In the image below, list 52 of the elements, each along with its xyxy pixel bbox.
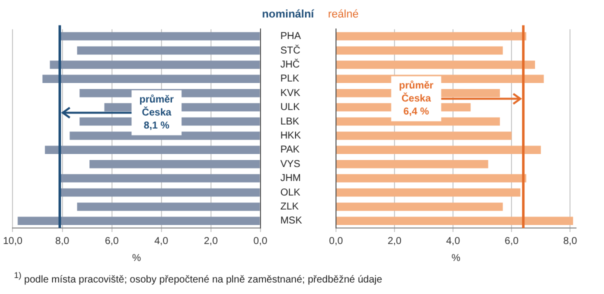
x-tick-label: 4,0 [154, 236, 169, 247]
y-tick-label: KVK [280, 88, 301, 99]
x-tick-label: 8,0 [55, 236, 70, 247]
bar [50, 60, 260, 69]
y-tick-label: PAK [280, 144, 300, 156]
bar [336, 32, 526, 40]
bar [336, 60, 536, 69]
bar [44, 146, 260, 154]
bar [89, 160, 260, 168]
x-tick-label: 6,0 [104, 236, 120, 247]
x-tick-label: 2,0 [388, 236, 402, 247]
bar [60, 174, 260, 182]
bar [336, 146, 541, 154]
y-tick-label: MSK [280, 216, 302, 227]
bar [336, 132, 512, 140]
y-tick-label: PLK [280, 74, 300, 85]
y-tick-label: OLK [280, 187, 301, 198]
bar [336, 46, 503, 55]
x-tick-label: 8,0 [563, 236, 578, 247]
x-axis-title: % [132, 252, 142, 264]
bar [336, 202, 503, 211]
bar [77, 202, 260, 211]
bar [60, 32, 260, 40]
x-tick-label: 0,0 [329, 236, 344, 247]
bar [77, 46, 260, 55]
y-tick-label: PHA [280, 31, 302, 42]
bar [60, 188, 260, 197]
x-tick-label: 6,0 [504, 236, 519, 247]
chart-title: reálné [328, 8, 359, 21]
ref-line-label: průměr Česka 8,1 % [139, 93, 174, 132]
y-tick-label: STČ [280, 44, 300, 56]
y-tick-label: JHČ [280, 58, 300, 70]
y-tick-label: ZLK [280, 201, 299, 212]
y-tick-label: LBK [280, 116, 300, 128]
y-tick-label: HKK [280, 130, 302, 142]
text: $^{1)}$ podle místa pracoviště; osoby přepočtené na plně zaměstnané; předběžné údaje [14, 270, 382, 286]
bar [42, 74, 260, 84]
x-tick-label: 4,0 [446, 236, 460, 247]
y-tick-label: JHM [280, 173, 301, 184]
bar [336, 160, 488, 168]
x-axis-title: % [452, 252, 461, 264]
bar [18, 216, 260, 226]
text: nominální [262, 8, 315, 21]
x-tick-label: 10,0 [2, 236, 23, 247]
y-tick-label: VYS [280, 158, 301, 170]
bar [336, 174, 526, 182]
ref-line-label: průměr Česka 6,4 % [398, 80, 434, 118]
bar [336, 188, 520, 197]
y-tick-label: ULK [280, 102, 300, 114]
x-tick-label: 0,0 [253, 236, 268, 247]
x-tick-label: 2,0 [204, 236, 218, 247]
bar [336, 216, 574, 226]
